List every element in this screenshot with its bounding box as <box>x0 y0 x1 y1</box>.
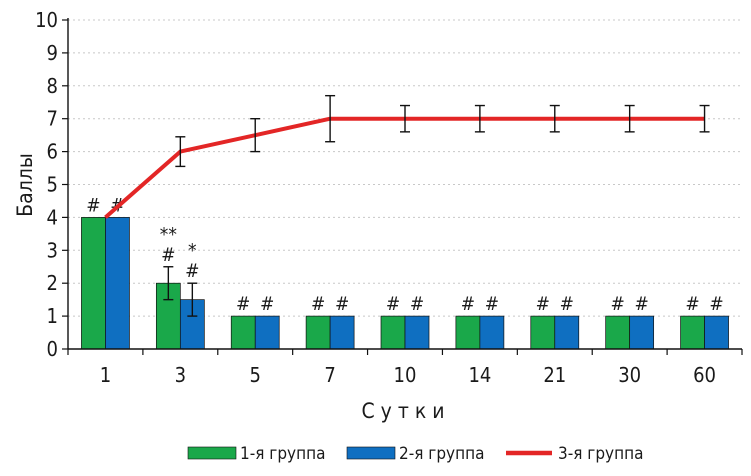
x-tick-label: 21 <box>543 363 566 387</box>
significance-mark: # <box>161 244 175 266</box>
significance-mark: # <box>461 293 475 315</box>
significance-mark: # <box>635 293 649 315</box>
significance-mark: ** <box>160 224 178 246</box>
x-tick-labels: 1 3 5 7 10 14 21 30 60 <box>67 349 743 387</box>
y-tick-label: 10 <box>35 8 58 32</box>
legend: 1-я группа 2-я группа 3-я группа <box>187 444 643 464</box>
x-tick-label: 10 <box>394 363 417 387</box>
line-3-я группа <box>104 116 705 219</box>
legend-label-group-3: 3-я группа <box>558 444 643 464</box>
x-tick-label: 14 <box>468 363 491 387</box>
bar-1-я группа <box>680 315 705 350</box>
bar-1-я группа <box>530 315 556 350</box>
y-tick-label: 6 <box>47 140 58 164</box>
bar-2-я группа <box>479 315 505 350</box>
y-tick-label: 1 <box>47 304 58 328</box>
significance-mark: # <box>536 293 550 315</box>
bar-2-я группа <box>704 315 729 350</box>
y-tick-label: 0 <box>47 337 58 361</box>
y-tick-label: 2 <box>47 271 58 295</box>
x-tick-label: 5 <box>249 363 260 387</box>
y-tick-label: 3 <box>47 238 58 262</box>
axes <box>67 18 742 350</box>
bar-series <box>81 217 729 350</box>
x-tick-label: 3 <box>175 363 186 387</box>
y-tick-label: 8 <box>47 74 58 98</box>
significance-mark: # <box>685 293 699 315</box>
bar-2-я группа <box>254 315 280 350</box>
y-tick-label: 5 <box>47 173 58 197</box>
bar-2-я группа <box>554 315 580 350</box>
bar-2-я группа <box>404 315 430 350</box>
significance-mark: * <box>188 240 197 262</box>
x-axis-title: Сутки <box>361 399 450 423</box>
significance-marks: ##**# # # # # # ###*# # # # # # # <box>86 194 723 315</box>
significance-mark: # <box>236 293 250 315</box>
significance-mark: # <box>485 293 499 315</box>
bar-2-я группа <box>629 315 655 350</box>
x-tick-label: 1 <box>100 363 111 387</box>
y-axis-title: Баллы <box>13 153 37 217</box>
line-series <box>104 94 710 219</box>
significance-mark: # <box>311 293 325 315</box>
significance-mark: # <box>560 293 574 315</box>
significance-mark: # <box>260 293 274 315</box>
bar-error-bars <box>163 266 198 317</box>
bar-1-я группа <box>230 315 256 350</box>
y-tick-label: 7 <box>47 107 58 131</box>
grid-lines <box>68 19 742 317</box>
bar-1-я группа <box>305 315 331 350</box>
x-tick-label: 60 <box>693 363 716 387</box>
significance-mark: # <box>709 293 723 315</box>
y-tick-label: 4 <box>47 205 58 229</box>
x-tick-label: 30 <box>618 363 641 387</box>
legend-label-group-2: 2-я группа <box>399 444 484 464</box>
bar-1-я группа <box>605 315 631 350</box>
legend-label-group-1: 1-я группа <box>240 444 325 464</box>
y-tick-labels: 0 1 2 3 4 5 6 7 8 9 10 <box>35 8 68 361</box>
significance-mark: # <box>611 293 625 315</box>
bar-2-я группа <box>329 315 355 350</box>
bar-1-я группа <box>380 315 406 350</box>
significance-mark: # <box>410 293 424 315</box>
significance-mark: # <box>386 293 400 315</box>
significance-mark: # <box>335 293 349 315</box>
bar-1-я группа <box>81 217 106 350</box>
x-tick-label: 7 <box>324 363 335 387</box>
significance-mark: # <box>185 260 199 282</box>
legend-swatch-group-1 <box>187 446 237 460</box>
bar-2-я группа <box>105 217 130 350</box>
legend-swatch-group-2 <box>346 446 396 460</box>
y-tick-label: 9 <box>47 41 58 65</box>
significance-mark: # <box>86 194 100 216</box>
bar-1-я группа <box>455 315 481 350</box>
